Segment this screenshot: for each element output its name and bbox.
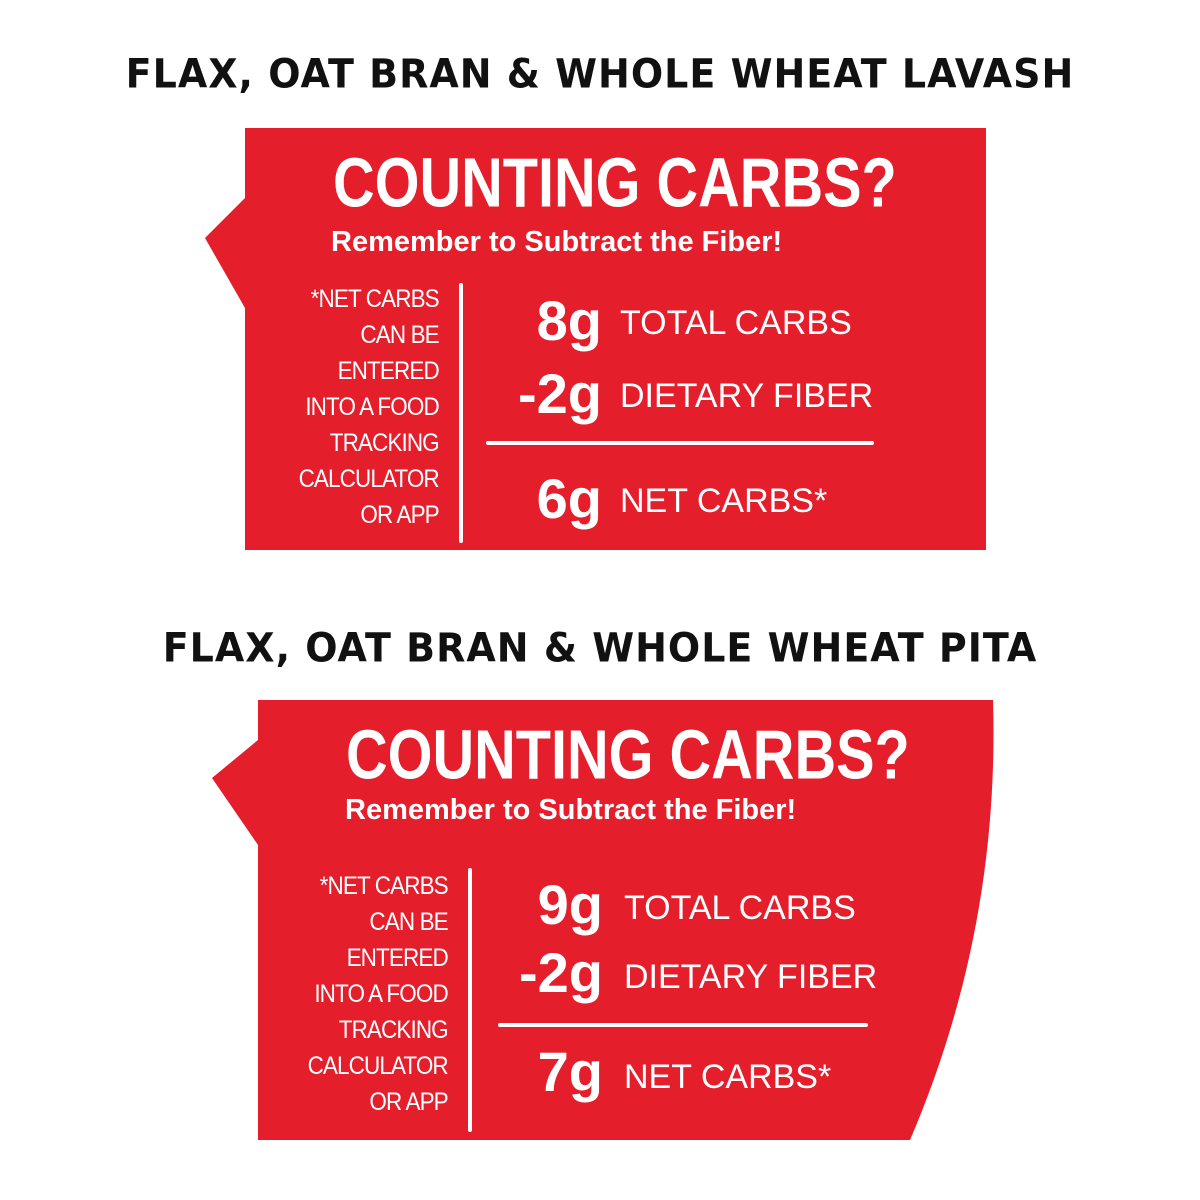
total-carbs-amount: 8g: [536, 289, 602, 352]
net-carbs-label: NET CARBS*: [624, 1058, 832, 1096]
subtraction-rule: [486, 441, 874, 445]
net-carbs-card-lavash: COUNTING CARBS? Remember to Subtract the…: [200, 128, 990, 553]
net-carbs-footnote: *NET CARBS CAN BE ENTERED INTO A FOOD TR…: [307, 868, 449, 1120]
footnote-line: *NET CARBS: [310, 285, 440, 313]
footnote-line: CAN BE: [369, 908, 449, 936]
total-carbs-label: TOTAL CARBS: [620, 304, 852, 342]
subtraction-rule: [498, 1023, 868, 1027]
net-carbs-footnote: *NET CARBS CAN BE ENTERED INTO A FOOD TR…: [298, 281, 440, 533]
footnote-line: OR APP: [369, 1088, 449, 1116]
footnote-line: CAN BE: [360, 321, 440, 349]
dietary-fiber-label: DIETARY FIBER: [620, 377, 874, 415]
footnote-line: TRACKING: [338, 1016, 449, 1044]
card-background: [212, 700, 994, 1140]
product-title-pita: FLAX, OAT BRAN & WHOLE WHEAT PITA: [162, 624, 1038, 672]
footnote-line: INTO A FOOD: [314, 980, 449, 1008]
dietary-fiber-amount: -2g: [518, 362, 602, 425]
footnote-line: ENTERED: [337, 357, 440, 385]
net-carbs-amount: 7g: [537, 1040, 603, 1103]
dietary-fiber-amount: -2g: [519, 941, 603, 1004]
counting-carbs-headline: COUNTING CARBS?: [346, 717, 910, 795]
net-carbs-label: NET CARBS*: [620, 482, 828, 520]
footnote-line: CALCULATOR: [307, 1052, 449, 1080]
vertical-divider: [468, 868, 472, 1132]
product-title-lavash: FLAX, OAT BRAN & WHOLE WHEAT LAVASH: [125, 50, 1075, 98]
subtract-fiber-subheadline: Remember to Subtract the Fiber!: [331, 226, 783, 258]
dietary-fiber-label: DIETARY FIBER: [624, 958, 878, 996]
footnote-line: INTO A FOOD: [305, 393, 440, 421]
footnote-line: ENTERED: [346, 944, 449, 972]
counting-carbs-headline: COUNTING CARBS?: [333, 145, 897, 223]
footnote-line: TRACKING: [329, 429, 440, 457]
footnote-line: OR APP: [360, 501, 440, 529]
vertical-divider: [459, 283, 463, 543]
subtract-fiber-subheadline: Remember to Subtract the Fiber!: [345, 794, 797, 826]
total-carbs-label: TOTAL CARBS: [624, 889, 856, 927]
footnote-line: CALCULATOR: [298, 465, 440, 493]
net-carbs-amount: 6g: [536, 467, 602, 530]
net-carbs-card-pita: COUNTING CARBS? Remember to Subtract the…: [200, 700, 1000, 1142]
footnote-line: *NET CARBS: [319, 872, 449, 900]
total-carbs-amount: 9g: [537, 873, 603, 936]
